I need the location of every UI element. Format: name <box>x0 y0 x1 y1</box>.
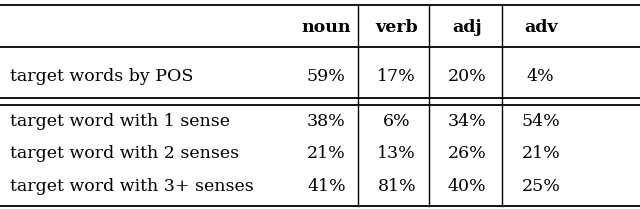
Text: verb: verb <box>376 19 418 36</box>
Text: 21%: 21% <box>522 145 560 162</box>
Text: adj: adj <box>452 19 482 36</box>
Text: 81%: 81% <box>378 177 416 195</box>
Text: 26%: 26% <box>448 145 486 162</box>
Text: 4%: 4% <box>527 68 555 85</box>
Text: 40%: 40% <box>448 177 486 195</box>
Text: 17%: 17% <box>378 68 416 85</box>
Text: target word with 3+ senses: target word with 3+ senses <box>10 177 253 195</box>
Text: noun: noun <box>301 19 351 36</box>
Text: 20%: 20% <box>448 68 486 85</box>
Text: 13%: 13% <box>378 145 416 162</box>
Text: 38%: 38% <box>307 113 346 130</box>
Text: target word with 1 sense: target word with 1 sense <box>10 113 230 130</box>
Text: 6%: 6% <box>383 113 411 130</box>
Text: 54%: 54% <box>522 113 560 130</box>
Text: 59%: 59% <box>307 68 346 85</box>
Text: 25%: 25% <box>522 177 560 195</box>
Text: 34%: 34% <box>448 113 486 130</box>
Text: target word with 2 senses: target word with 2 senses <box>10 145 239 162</box>
Text: adv: adv <box>524 19 557 36</box>
Text: 41%: 41% <box>307 177 346 195</box>
Text: target words by POS: target words by POS <box>10 68 193 85</box>
Text: 21%: 21% <box>307 145 346 162</box>
